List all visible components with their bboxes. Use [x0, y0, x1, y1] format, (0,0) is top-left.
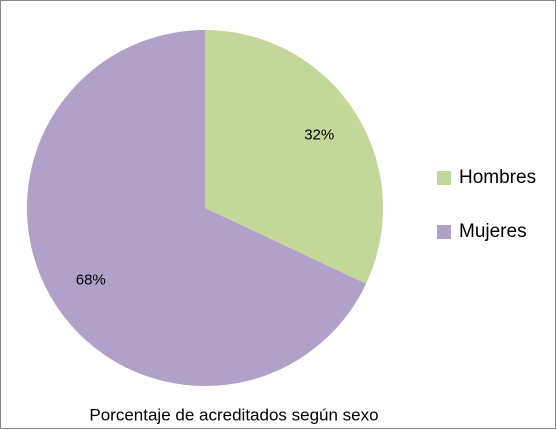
legend-swatch	[437, 225, 451, 239]
pie-slice	[205, 30, 383, 284]
legend-swatch	[437, 171, 451, 185]
pie-slice	[26, 30, 367, 386]
data-label: 32%	[304, 126, 334, 143]
legend-label: Hombres	[459, 167, 536, 188]
legend-label: Mujeres	[459, 221, 527, 242]
chart-title: Porcentaje de acreditados según sexo	[89, 405, 378, 424]
data-label: 68%	[76, 271, 106, 288]
